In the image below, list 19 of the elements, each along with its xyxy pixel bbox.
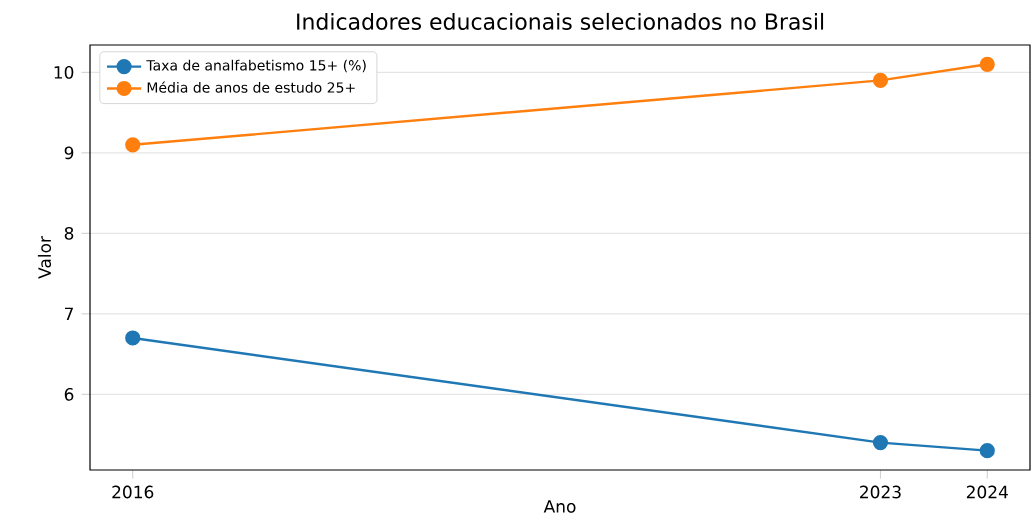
point <box>872 72 889 88</box>
point <box>872 435 889 451</box>
x-tick-label: 2016 <box>112 485 154 499</box>
y-tick-label: 7 <box>64 307 73 321</box>
chart-title: Indicadores educacionais selecionados no Brasil <box>297 12 824 30</box>
y-tick-label: 6 <box>64 387 74 401</box>
y-tick-label: 8 <box>64 226 74 240</box>
y-tick-label: 9 <box>64 146 74 160</box>
x-tick-label: 2024 <box>966 485 1008 499</box>
x-axis-title: Ano <box>543 500 576 513</box>
point <box>979 56 995 72</box>
point <box>125 137 141 153</box>
y-tick-label: 10 <box>54 65 74 79</box>
point <box>125 330 141 346</box>
legend-label: Taxa de analfabetismo 15+ (%) <box>146 59 366 73</box>
x-tick-label: 2023 <box>860 485 901 499</box>
legend-label: Média de anos de estudo 25+ <box>147 81 355 93</box>
point <box>979 443 995 459</box>
y-axis-title: Valor <box>37 236 52 279</box>
